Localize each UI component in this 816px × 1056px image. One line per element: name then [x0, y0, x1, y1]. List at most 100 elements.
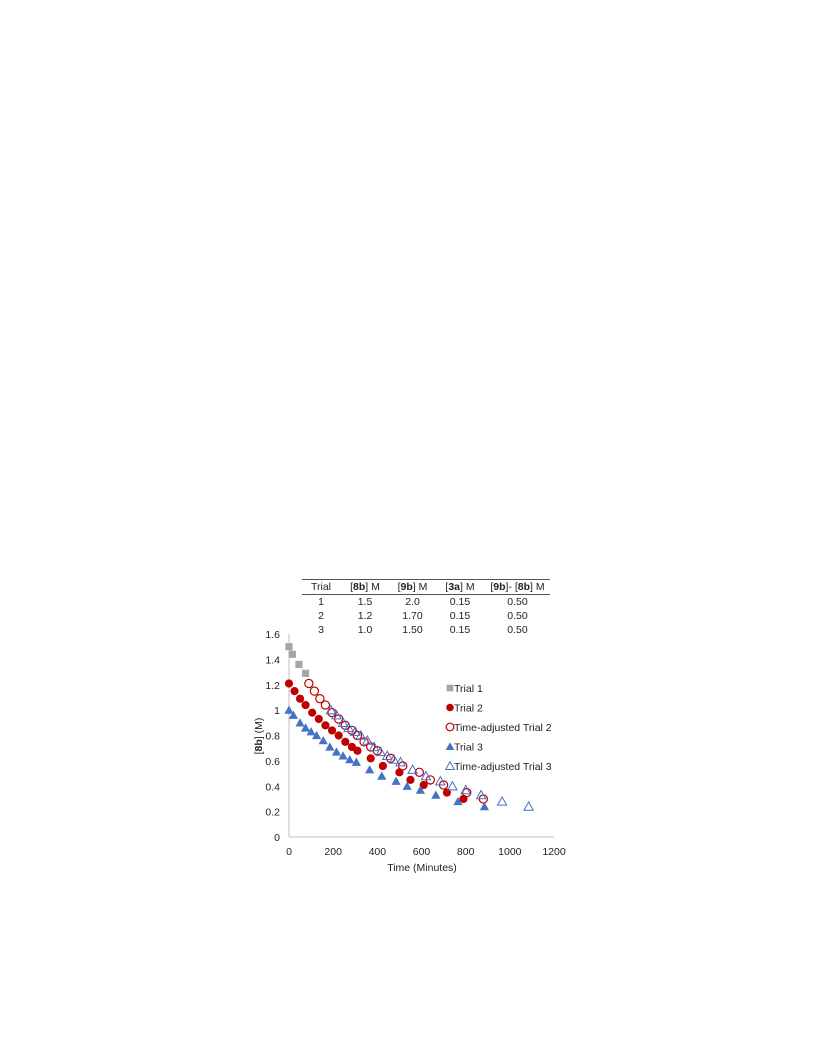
y-tick-label: 0: [274, 832, 280, 844]
y-tick-label: 0.6: [265, 756, 280, 768]
x-tick-label: 200: [324, 846, 342, 858]
data-point: [308, 708, 317, 717]
conditions-header-row: Trial [8b] M [9b] M [3a] M [9b]- [8b] M: [302, 579, 550, 595]
data-point: [284, 705, 294, 714]
legend-item: Time-adjusted Trial 3: [444, 760, 552, 773]
legend-label: Trial 3: [454, 742, 483, 754]
table-cell: 1.5: [357, 596, 373, 608]
data-point: [355, 729, 367, 740]
data-point: [479, 801, 490, 811]
table-cell: 0.50: [507, 624, 528, 636]
data-point: [343, 722, 355, 733]
series-2: [284, 679, 468, 804]
data-point: [301, 700, 310, 710]
data-point: [378, 761, 387, 771]
table-cell: 0.50: [507, 610, 528, 622]
legend-item: Time-adjusted Trial 2: [445, 722, 552, 734]
legend-label: Time-adjusted Trial 3: [454, 761, 552, 773]
data-point: [381, 750, 393, 760]
y-tick-label: 0.8: [265, 731, 280, 743]
table-cell: 1.70: [402, 610, 423, 622]
legend-label: Trial 2: [454, 703, 483, 715]
legend-marker: [445, 742, 455, 750]
legend-marker: [444, 760, 456, 770]
data-point: [304, 678, 314, 689]
data-point: [331, 747, 342, 756]
y-tick-label: 0.4: [265, 781, 280, 793]
data-point: [338, 751, 348, 760]
data-point: [318, 735, 328, 745]
conditions-table: Trial [8b] M [9b] M [3a] M [9b]- [8b] M …: [302, 579, 550, 637]
data-point: [388, 753, 400, 764]
table-cell: 1.50: [402, 624, 423, 636]
legend-marker: [445, 722, 455, 732]
data-point: [406, 775, 415, 785]
data-point: [334, 731, 343, 740]
data-point: [300, 723, 311, 732]
data-point: [420, 770, 432, 781]
data-point: [446, 780, 458, 791]
legend-item: Trial 1: [446, 683, 483, 695]
x-tick-label: 800: [457, 846, 475, 858]
data-point: [327, 726, 337, 735]
x-tick-label: 400: [369, 846, 387, 858]
header-trial: Trial: [302, 579, 340, 595]
y-tick-label: 1: [274, 705, 280, 717]
x-tick-label: 1200: [542, 846, 566, 858]
data-point: [312, 730, 322, 740]
data-point: [295, 660, 303, 669]
data-point: [402, 781, 412, 790]
data-point: [431, 790, 441, 799]
series-1: [285, 643, 310, 677]
table-cell: 0.15: [449, 610, 471, 622]
y-axis-title: [8b] (M): [253, 718, 265, 755]
chart-legend: Trial 1 Trial 2 Time-adjusted Trial 2 Trial…: [444, 683, 552, 773]
table-row: 1 1.5 2.0 0.15 0.50: [302, 595, 550, 610]
data-point: [285, 643, 293, 651]
data-point: [288, 710, 299, 719]
series-5: [325, 704, 535, 811]
data-point: [353, 746, 362, 755]
table-cell: 1.0: [357, 624, 373, 636]
table-cell: 0.15: [449, 624, 471, 636]
data-point: [523, 800, 535, 811]
table-cell: 0.50: [507, 596, 528, 608]
x-axis-title: Time (Minutes): [387, 862, 457, 874]
data-point: [414, 767, 424, 777]
data-point: [306, 727, 316, 736]
chart-axes: 0 200 400 600 800 1000 1200 0 0.2 0.4 0.6 0.8 1 1.2 1.…: [265, 629, 565, 858]
data-point: [453, 796, 463, 806]
data-point: [327, 707, 337, 718]
header-difference: [9b]- [8b] M: [485, 579, 550, 595]
x-tick-label: 600: [413, 846, 431, 858]
data-point: [347, 725, 357, 736]
data-point: [415, 785, 425, 794]
data-point: [295, 718, 305, 727]
x-tick-label: 0: [286, 846, 292, 858]
data-point: [345, 755, 355, 764]
table-cell: 3: [318, 624, 324, 636]
data-point: [407, 764, 419, 774]
chart-points: [284, 643, 535, 811]
legend-marker: [446, 684, 454, 692]
data-point: [325, 704, 337, 715]
data-point: [395, 756, 406, 767]
header-8b-conc: [8b] M: [340, 579, 390, 595]
data-point: [288, 650, 296, 658]
data-point: [351, 757, 361, 766]
legend-item: Trial 2: [446, 703, 483, 715]
data-point: [321, 721, 330, 730]
table-cell: 2: [318, 610, 324, 622]
table-row: 3 1.0 1.50 0.15 0.50: [302, 623, 550, 637]
table-row: 2 1.2 1.70 0.15 0.50: [302, 609, 550, 623]
data-point: [314, 714, 323, 724]
data-point: [365, 765, 375, 774]
data-point: [368, 741, 380, 752]
y-tick-label: 0.2: [265, 807, 280, 819]
data-point: [337, 717, 349, 727]
legend-label: Time-adjusted Trial 2: [454, 722, 552, 734]
y-tick-label: 1.4: [265, 654, 280, 666]
table-cell: 1: [318, 596, 324, 608]
data-point: [496, 795, 508, 806]
